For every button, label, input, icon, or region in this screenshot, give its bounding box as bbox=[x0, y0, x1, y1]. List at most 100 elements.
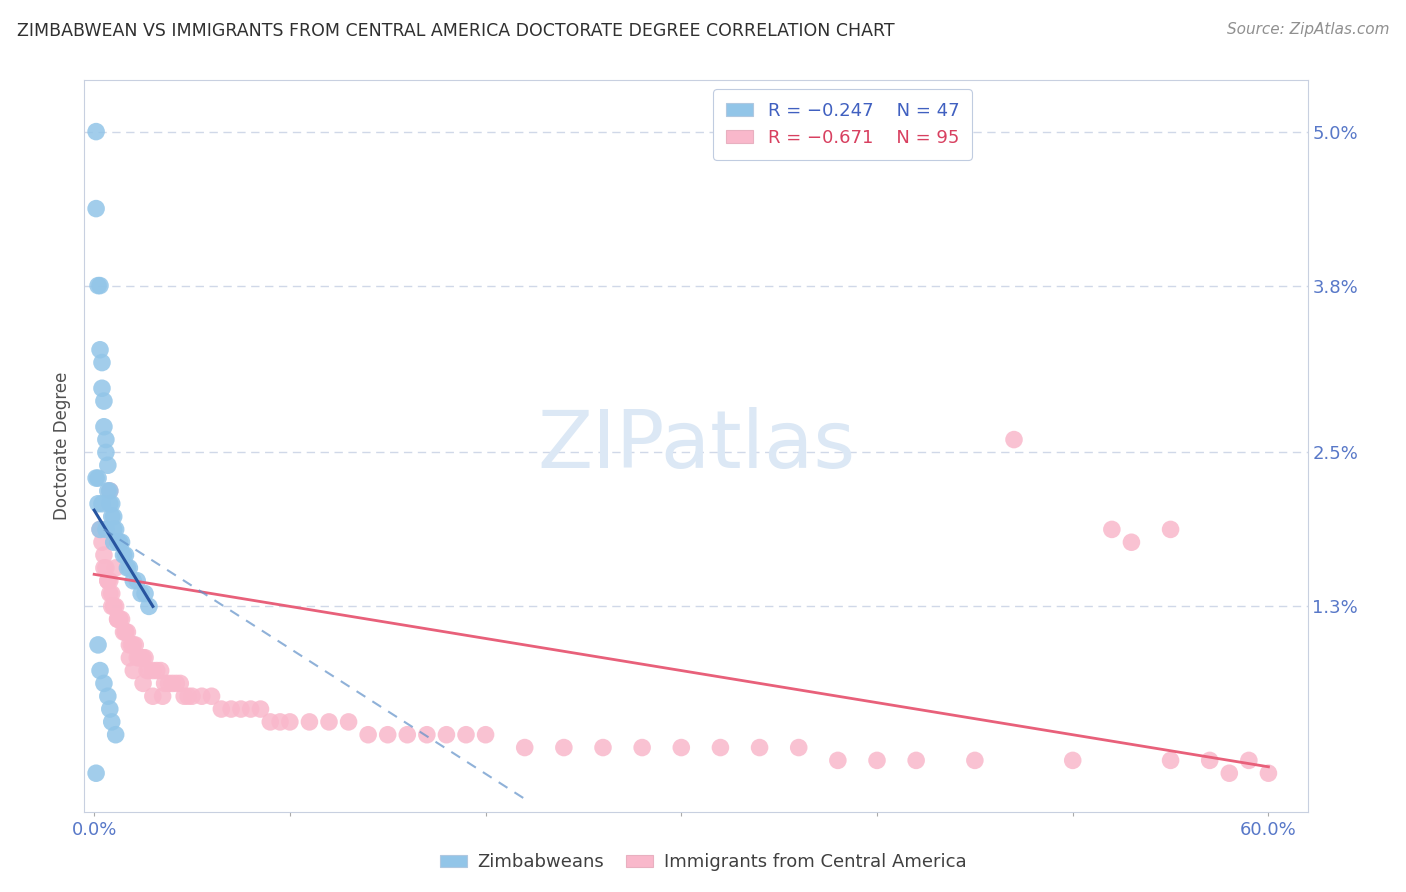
Point bbox=[122, 664, 145, 678]
Point bbox=[93, 561, 115, 575]
Point bbox=[1257, 766, 1279, 780]
Point bbox=[91, 497, 114, 511]
Point bbox=[84, 766, 107, 780]
Point bbox=[128, 650, 150, 665]
Point bbox=[94, 523, 117, 537]
Point bbox=[229, 702, 252, 716]
Point bbox=[129, 586, 152, 600]
Point bbox=[118, 650, 141, 665]
Point bbox=[97, 574, 120, 588]
Point bbox=[454, 728, 477, 742]
Point bbox=[1002, 433, 1025, 447]
Point bbox=[152, 690, 174, 704]
Point bbox=[905, 753, 928, 767]
Point bbox=[416, 728, 439, 742]
Point bbox=[107, 612, 129, 626]
Point bbox=[84, 202, 107, 216]
Point bbox=[104, 523, 127, 537]
Point bbox=[100, 599, 122, 614]
Text: Source: ZipAtlas.com: Source: ZipAtlas.com bbox=[1226, 22, 1389, 37]
Point bbox=[117, 561, 139, 575]
Point bbox=[108, 612, 131, 626]
Point bbox=[173, 690, 195, 704]
Point bbox=[239, 702, 262, 716]
Point bbox=[200, 690, 222, 704]
Point bbox=[98, 586, 121, 600]
Point bbox=[162, 676, 184, 690]
Point bbox=[122, 638, 145, 652]
Point bbox=[124, 638, 146, 652]
Point bbox=[671, 740, 693, 755]
Point bbox=[298, 714, 321, 729]
Point bbox=[110, 612, 132, 626]
Point bbox=[209, 702, 232, 716]
Point bbox=[136, 664, 159, 678]
Point bbox=[100, 497, 122, 511]
Point bbox=[138, 664, 160, 678]
Point bbox=[112, 548, 135, 562]
Y-axis label: Doctorate Degree: Doctorate Degree bbox=[53, 372, 72, 520]
Point bbox=[97, 483, 120, 498]
Point bbox=[104, 561, 127, 575]
Point bbox=[553, 740, 575, 755]
Point bbox=[866, 753, 889, 767]
Point bbox=[142, 664, 165, 678]
Point bbox=[87, 638, 110, 652]
Point bbox=[93, 676, 115, 690]
Point bbox=[93, 419, 115, 434]
Point bbox=[153, 676, 176, 690]
Point bbox=[396, 728, 419, 742]
Legend: R = −0.247    N = 47, R = −0.671    N = 95: R = −0.247 N = 47, R = −0.671 N = 95 bbox=[713, 89, 972, 160]
Point bbox=[142, 690, 165, 704]
Point bbox=[94, 433, 117, 447]
Point bbox=[108, 612, 131, 626]
Point bbox=[94, 561, 117, 575]
Point bbox=[98, 702, 121, 716]
Point bbox=[631, 740, 654, 755]
Point bbox=[108, 535, 131, 549]
Point bbox=[1121, 535, 1143, 549]
Point bbox=[129, 650, 152, 665]
Point bbox=[513, 740, 536, 755]
Point bbox=[97, 574, 120, 588]
Point bbox=[104, 599, 127, 614]
Point bbox=[1237, 753, 1260, 767]
Point bbox=[138, 599, 160, 614]
Point bbox=[259, 714, 281, 729]
Point bbox=[87, 497, 110, 511]
Point bbox=[103, 599, 125, 614]
Point bbox=[181, 690, 204, 704]
Point bbox=[191, 690, 214, 704]
Point bbox=[103, 599, 125, 614]
Point bbox=[127, 650, 149, 665]
Point bbox=[87, 278, 110, 293]
Point bbox=[249, 702, 271, 716]
Point bbox=[157, 676, 180, 690]
Point bbox=[132, 650, 155, 665]
Point bbox=[146, 664, 169, 678]
Point bbox=[89, 523, 111, 537]
Point bbox=[112, 625, 135, 640]
Point bbox=[98, 574, 121, 588]
Point bbox=[748, 740, 770, 755]
Point bbox=[1198, 753, 1220, 767]
Point bbox=[132, 676, 155, 690]
Point bbox=[89, 664, 111, 678]
Point bbox=[118, 638, 141, 652]
Point bbox=[963, 753, 986, 767]
Point bbox=[318, 714, 340, 729]
Point bbox=[110, 535, 132, 549]
Point bbox=[377, 728, 399, 742]
Point bbox=[149, 664, 172, 678]
Point bbox=[89, 523, 111, 537]
Point bbox=[100, 586, 122, 600]
Point bbox=[114, 625, 136, 640]
Point bbox=[103, 523, 125, 537]
Text: ZIMBABWEAN VS IMMIGRANTS FROM CENTRAL AMERICA DOCTORATE DEGREE CORRELATION CHART: ZIMBABWEAN VS IMMIGRANTS FROM CENTRAL AM… bbox=[17, 22, 894, 40]
Point bbox=[91, 381, 114, 395]
Point bbox=[357, 728, 380, 742]
Point bbox=[120, 638, 142, 652]
Point bbox=[97, 458, 120, 473]
Point bbox=[93, 394, 115, 409]
Point bbox=[177, 690, 200, 704]
